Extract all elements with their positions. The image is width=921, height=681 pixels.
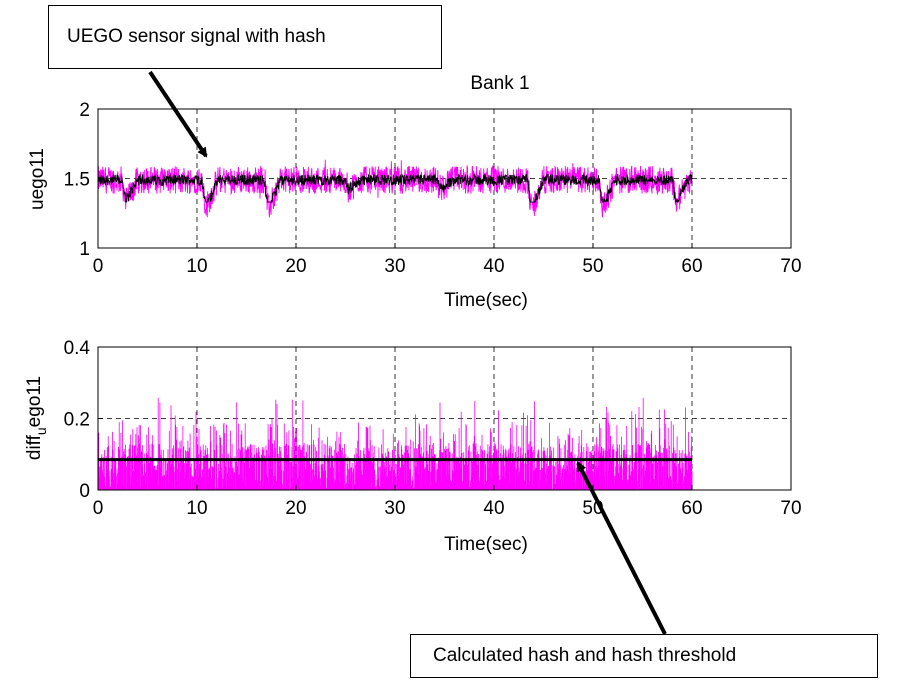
y-tick-label: 1 [79,239,90,260]
annotation-arrow-bottom [576,461,667,635]
y-tick-label: 1.5 [64,170,90,191]
x-tick-label: 40 [483,256,504,277]
x-tick-label: 70 [780,498,801,519]
tick-labels: 0 10 20 30 40 50 60 70 1 1.5 2 [64,100,802,277]
x-tick-label: 70 [780,256,801,277]
plot-title: Bank 1 [470,73,529,94]
y-axis-label-part: diff [24,434,45,460]
y-axis-label-part: ego11 [24,376,45,427]
x-tick-label: 50 [582,256,603,277]
x-tick-label: 60 [681,498,702,519]
x-tick-label: 30 [384,498,405,519]
x-tick-label: 60 [681,256,702,277]
y-tick-label: 0.4 [64,338,91,359]
uego-signal-plot: Bank 1 0 10 20 30 40 50 60 70 1 1.5 2 Time(sec) ue… [27,73,802,311]
plot-series [97,159,693,218]
annotation-text-bottom: Calculated hash and hash threshold [433,645,737,666]
x-tick-label: 0 [93,256,104,277]
y-axis-label: diffuego11 [24,376,49,460]
x-tick-label: 20 [285,498,306,519]
annotation-arrow-top [148,70,208,158]
annotation-box-top: UEGO sensor signal with hash [48,5,442,69]
y-tick-label: 0 [79,481,90,502]
y-tick-label: 2 [79,100,90,121]
x-tick-label: 40 [483,498,504,519]
x-axis-label: Time(sec) [444,290,528,311]
grid-lines [98,109,791,248]
x-tick-label: 10 [186,498,207,519]
x-tick-label: 10 [186,256,207,277]
series-filtered [97,172,693,203]
x-tick-label: 30 [384,256,405,277]
y-axis-label: uego11 [27,148,48,210]
x-tick-label: 0 [93,498,104,519]
annotation-text-top: UEGO sensor signal with hash [67,26,326,47]
y-tick-label: 0.2 [64,410,90,431]
annotation-box-bottom: Calculated hash and hash threshold [410,634,878,678]
x-tick-label: 20 [285,256,306,277]
x-axis-label: Time(sec) [444,534,528,555]
y-axis-label-subscript: u [33,427,49,435]
